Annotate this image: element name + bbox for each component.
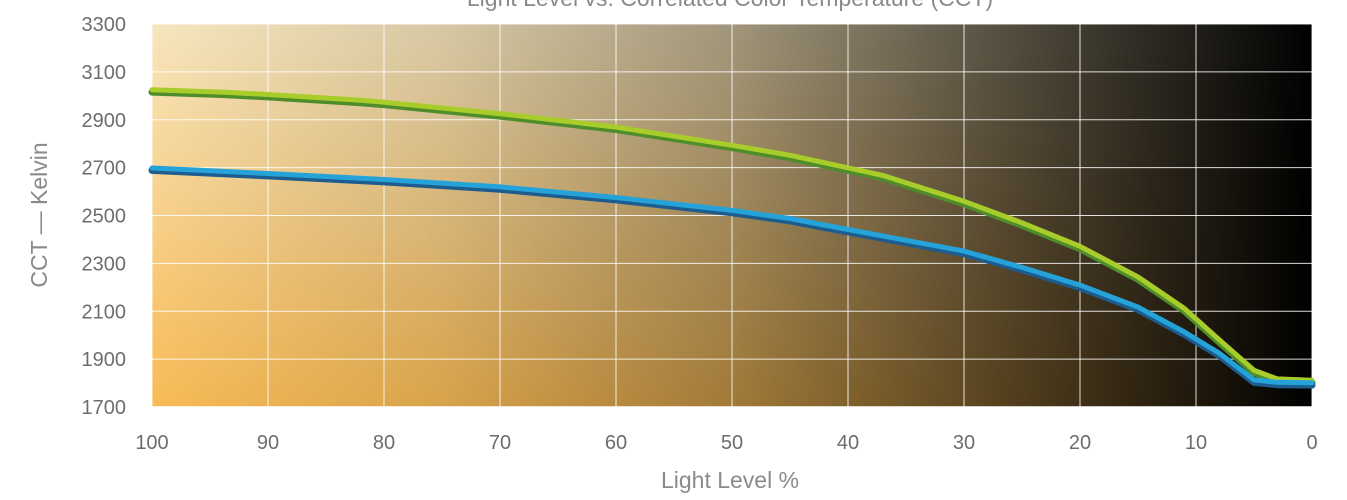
series-lines xyxy=(148,87,1316,389)
x-tick-label-20: 20 xyxy=(1069,432,1091,454)
y-tick-label-2300: 2300 xyxy=(82,253,127,275)
x-tick-label-60: 60 xyxy=(605,432,627,454)
chart-title: Light Level vs. Correlated Color Tempera… xyxy=(467,0,993,11)
x-axis-title: Light Level % xyxy=(661,467,799,493)
x-tick-label-40: 40 xyxy=(837,432,859,454)
x-tick-labels: 100 90 80 70 60 50 40 30 20 10 0 xyxy=(135,432,1317,454)
y-tick-label-3100: 3100 xyxy=(82,62,127,84)
x-tick-label-10: 10 xyxy=(1185,432,1207,454)
y-tick-label-2500: 2500 xyxy=(82,206,127,228)
x-tick-label-70: 70 xyxy=(489,432,511,454)
y-axis-title: CCT — Kelvin xyxy=(26,142,52,287)
x-tick-label-80: 80 xyxy=(373,432,395,454)
y-tick-label-2900: 2900 xyxy=(82,110,127,132)
x-tick-label-0: 0 xyxy=(1306,432,1317,454)
y-tick-label-2700: 2700 xyxy=(82,158,127,180)
series-2-line xyxy=(149,165,1315,386)
gridlines xyxy=(151,23,1313,408)
y-tick-labels: 1700 1900 2100 2300 2500 2700 2900 3100 3300 xyxy=(82,14,127,419)
series-2-line-group xyxy=(148,165,1316,389)
x-tick-label-50: 50 xyxy=(721,432,743,454)
x-tick-label-30: 30 xyxy=(953,432,975,454)
x-tick-label-90: 90 xyxy=(257,432,279,454)
y-tick-label-1700: 1700 xyxy=(82,397,127,419)
series-1-line xyxy=(149,87,1315,383)
x-tick-label-100: 100 xyxy=(135,432,168,454)
y-tick-label-1900: 1900 xyxy=(82,349,127,371)
y-tick-label-2100: 2100 xyxy=(82,301,127,323)
series-1-line-group xyxy=(148,87,1316,387)
y-tick-label-3300: 3300 xyxy=(82,14,127,36)
